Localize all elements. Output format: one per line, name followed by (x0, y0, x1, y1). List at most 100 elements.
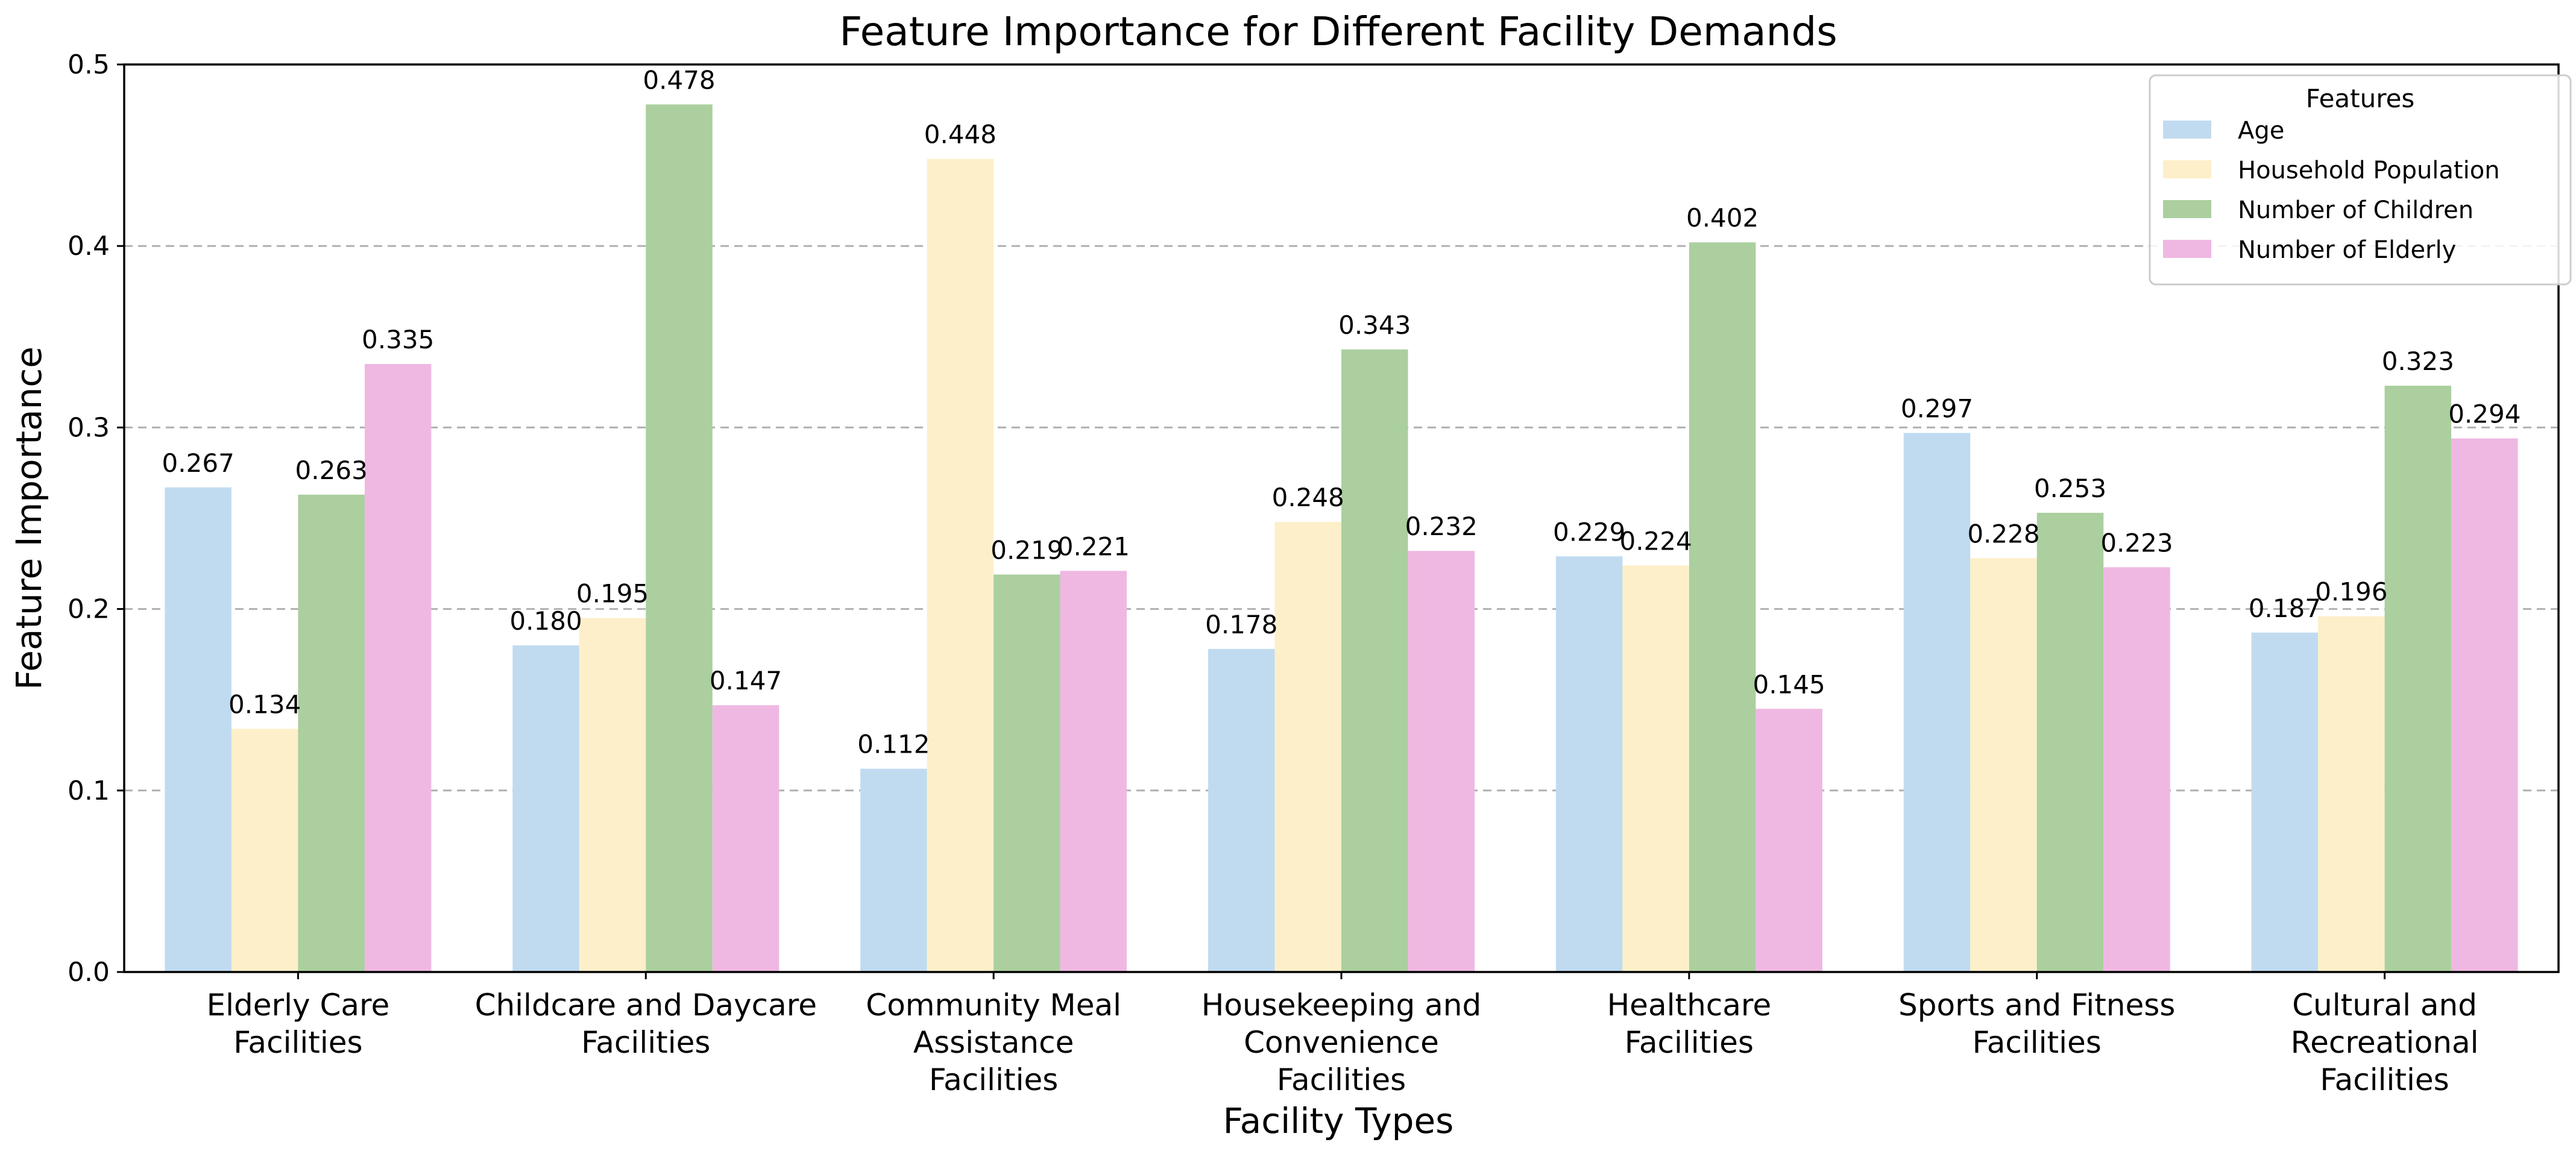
bar-value-label: 0.263 (295, 456, 368, 485)
legend-swatch (2163, 160, 2211, 178)
legend-swatch (2163, 121, 2211, 139)
bar (712, 705, 779, 972)
bar-value-label: 0.297 (1901, 394, 1973, 423)
x-tick-label: Facilities (1625, 1025, 1754, 1060)
bar-value-label: 0.134 (228, 689, 301, 719)
bar (2251, 632, 2319, 972)
bar-value-label: 0.219 (990, 535, 1063, 565)
bar (860, 768, 927, 972)
legend-label: Age (2238, 117, 2284, 145)
y-tick-label: 0.0 (68, 957, 110, 988)
bar (994, 574, 1060, 972)
bar-value-label: 0.224 (1619, 526, 1692, 556)
y-axis-label: Feature Importance (8, 346, 49, 690)
legend-swatch (2163, 200, 2211, 218)
bar-value-label: 0.187 (2249, 594, 2321, 623)
x-tick-label: Facilities (233, 1025, 362, 1060)
x-tick-label: Facilities (1277, 1062, 1406, 1097)
bar-value-label: 0.178 (1205, 610, 1277, 639)
chart-title: Feature Importance for Different Facilit… (839, 8, 1837, 55)
bar-value-label: 0.232 (1405, 512, 1478, 541)
y-tick-label: 0.3 (68, 412, 110, 443)
bar (2451, 438, 2518, 972)
bar-value-label: 0.229 (1553, 517, 1625, 547)
legend-label: Number of Children (2238, 196, 2474, 224)
bar-value-label: 0.223 (2100, 528, 2173, 557)
y-tick-label: 0.4 (68, 231, 110, 262)
legend-swatch (2163, 240, 2211, 258)
bar-value-label: 0.147 (710, 666, 782, 695)
bar-value-label: 0.228 (1967, 519, 2039, 548)
bar (1060, 571, 1127, 972)
bar (1341, 349, 1408, 972)
bar-value-label: 0.248 (1272, 483, 1344, 512)
bar-value-label: 0.180 (509, 606, 582, 636)
bar (2384, 386, 2452, 972)
y-tick-label: 0.2 (68, 594, 110, 625)
bar (579, 618, 646, 972)
bar (1689, 242, 1756, 972)
bar (1274, 522, 1341, 972)
bar (646, 104, 713, 972)
y-tick-label: 0.1 (68, 776, 110, 806)
x-tick-label: Community Meal (866, 988, 1121, 1023)
bar (927, 158, 994, 972)
bar-value-label: 0.323 (2382, 346, 2454, 376)
bar-value-label: 0.335 (362, 325, 434, 354)
bar-value-label: 0.478 (643, 65, 715, 95)
bars (165, 104, 2518, 972)
bar (512, 645, 579, 972)
bar (2036, 512, 2104, 972)
x-tick-label: Elderly Care (207, 988, 390, 1023)
bar-value-label: 0.294 (2448, 399, 2521, 428)
legend: Features Age Household Population Number o… (2149, 74, 2572, 286)
bar-value-label: 0.195 (576, 579, 649, 609)
bar (1622, 565, 1689, 972)
bar (298, 494, 365, 972)
bar (1408, 551, 1475, 972)
y-axis-ticks: 0.0 0.1 0.2 0.3 0.4 0.5 (68, 49, 124, 988)
bar (231, 729, 298, 972)
legend-label: Number of Elderly (2238, 236, 2456, 264)
bar-value-label: 0.196 (2315, 577, 2387, 607)
bar-value-label: 0.145 (1752, 669, 1825, 699)
bar-value-label: 0.253 (2034, 474, 2106, 503)
bar (1970, 558, 2037, 972)
bar (1756, 709, 1822, 972)
x-tick-label: Cultural and (2292, 988, 2477, 1023)
y-tick-label: 0.5 (68, 49, 110, 80)
x-tick-label: Healthcare (1607, 988, 1772, 1023)
bar (1208, 648, 1275, 972)
x-tick-label: Recreational (2291, 1025, 2479, 1060)
x-tick-label: Sports and Fitness (1898, 988, 2175, 1023)
x-tick-label: Assistance (913, 1025, 1074, 1060)
bar (165, 487, 231, 972)
bar (2318, 616, 2385, 972)
x-tick-label: Convenience (1244, 1025, 1439, 1060)
bar-value-label: 0.267 (162, 448, 235, 478)
bar-value-label: 0.221 (1057, 531, 1130, 561)
x-tick-label: Facilities (2320, 1062, 2449, 1097)
x-tick-label: Facilities (1973, 1025, 2102, 1060)
bar-value-label: 0.112 (857, 730, 930, 759)
bar-value-label: 0.402 (1686, 203, 1759, 233)
legend-label: Household Population (2238, 157, 2500, 184)
bar (364, 363, 432, 972)
x-axis-label: Facility Types (1223, 1100, 1454, 1141)
x-tick-label: Facilities (929, 1062, 1058, 1097)
legend-items: Age Household Population Number of Childre… (2163, 117, 2500, 264)
legend-box (2149, 74, 2572, 286)
x-tick-label: Childcare and Daycare (475, 988, 817, 1023)
x-tick-label: Facilities (581, 1025, 710, 1060)
bar-value-label: 0.448 (924, 120, 997, 149)
bar (1903, 433, 1971, 972)
bar (1555, 556, 1623, 972)
legend-title: Features (2306, 84, 2415, 113)
x-tick-label: Housekeeping and (1201, 988, 1481, 1023)
bar (2103, 567, 2170, 972)
bar-value-label: 0.343 (1338, 310, 1411, 340)
